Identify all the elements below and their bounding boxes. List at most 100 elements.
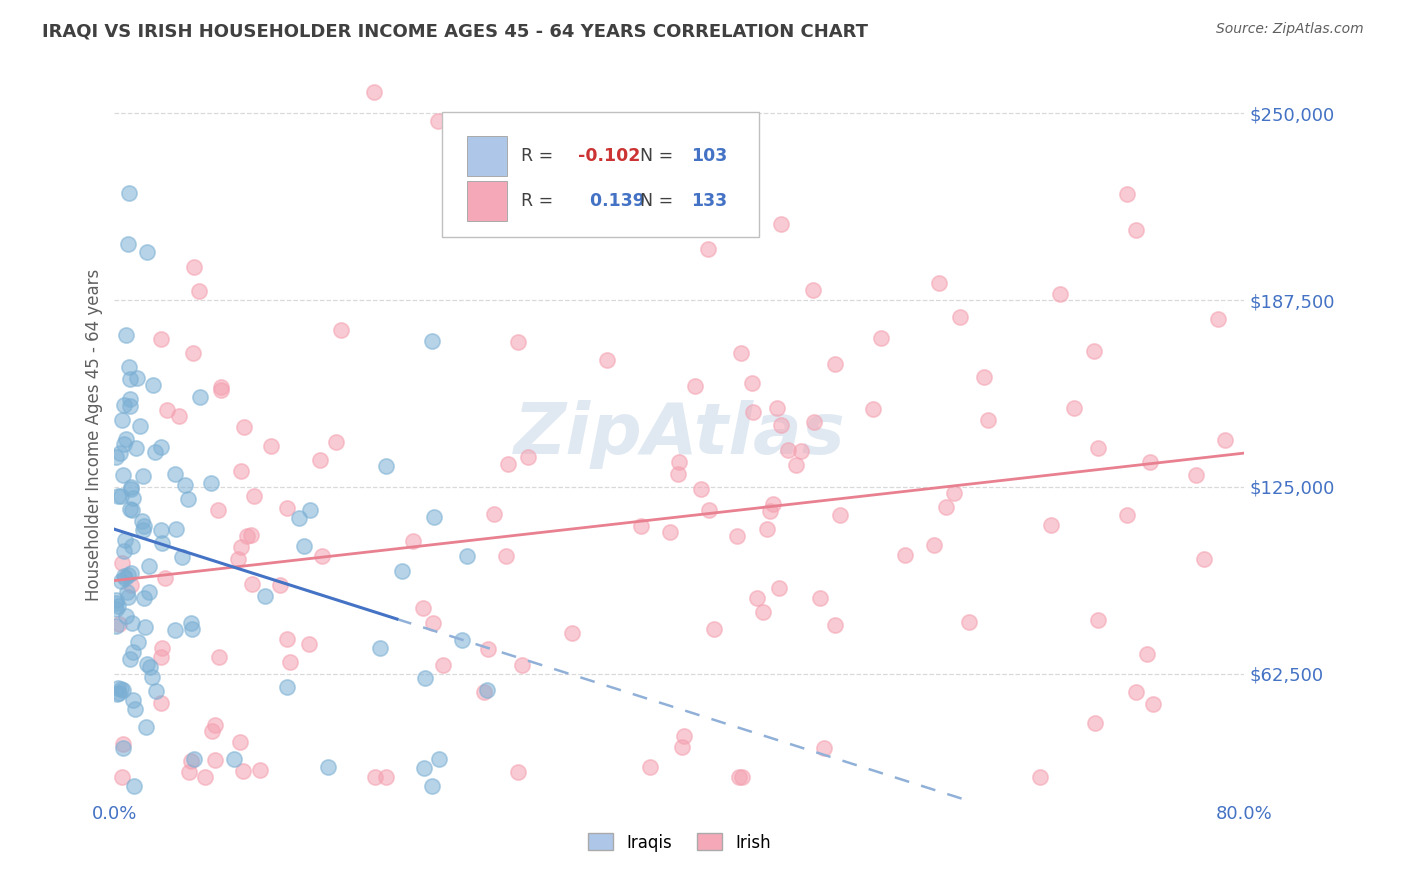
Text: 0.139: 0.139 xyxy=(578,192,644,210)
Point xyxy=(472,685,495,699)
Point xyxy=(949,310,972,325)
Point xyxy=(149,524,172,538)
Point xyxy=(690,482,713,496)
Point xyxy=(422,615,444,630)
Text: R =: R = xyxy=(522,147,560,165)
Point xyxy=(659,524,682,539)
Point xyxy=(427,751,450,765)
Point xyxy=(1083,716,1105,731)
Point xyxy=(801,283,824,297)
Point xyxy=(803,415,825,429)
Point xyxy=(1083,343,1105,358)
Point xyxy=(115,328,138,343)
Point xyxy=(298,503,321,517)
Point xyxy=(183,260,205,274)
Point xyxy=(785,458,807,472)
Point xyxy=(1125,685,1147,699)
Point xyxy=(229,465,252,479)
Point xyxy=(107,681,129,695)
Point xyxy=(510,657,533,672)
Point xyxy=(482,508,505,522)
Point xyxy=(138,660,160,674)
Point xyxy=(894,548,917,562)
Point xyxy=(415,671,437,685)
Point xyxy=(112,436,135,450)
Point xyxy=(725,529,748,543)
Point xyxy=(120,566,142,581)
Point xyxy=(194,770,217,784)
Point xyxy=(110,574,132,588)
Point xyxy=(1087,613,1109,627)
Point xyxy=(422,334,444,348)
Point xyxy=(242,577,264,591)
Point xyxy=(824,618,846,632)
Point xyxy=(1139,455,1161,469)
Point xyxy=(495,549,517,563)
Point xyxy=(155,571,177,585)
Point xyxy=(138,585,160,599)
Point xyxy=(117,591,139,605)
Point xyxy=(260,439,283,453)
Point xyxy=(117,567,139,582)
Point xyxy=(132,468,155,483)
Point xyxy=(427,113,450,128)
Point xyxy=(132,518,155,533)
Point xyxy=(112,682,135,697)
Bar xyxy=(467,180,506,221)
Point xyxy=(117,360,139,375)
Point xyxy=(311,549,333,564)
Point xyxy=(673,729,696,743)
Point xyxy=(276,632,298,647)
Point xyxy=(496,457,519,471)
Point xyxy=(1142,697,1164,711)
Point xyxy=(121,503,143,517)
Point xyxy=(666,467,689,481)
Point xyxy=(118,502,141,516)
Point xyxy=(122,779,145,793)
Point xyxy=(477,641,499,656)
Point xyxy=(177,765,200,780)
Point xyxy=(118,186,141,200)
Point xyxy=(122,693,145,707)
Point xyxy=(374,458,396,473)
Point xyxy=(1116,508,1139,522)
Point xyxy=(156,402,179,417)
Point xyxy=(249,763,271,777)
Point xyxy=(110,446,132,460)
Point xyxy=(508,764,530,779)
Point xyxy=(132,591,155,605)
Point xyxy=(423,510,446,524)
Point xyxy=(412,600,434,615)
Point xyxy=(107,599,129,614)
Point xyxy=(204,753,226,767)
Point xyxy=(173,478,195,492)
Point xyxy=(828,508,851,523)
Point xyxy=(111,737,134,751)
Point xyxy=(363,85,385,99)
Point xyxy=(108,686,131,700)
Point xyxy=(278,655,301,669)
Point xyxy=(226,552,249,566)
Text: N =: N = xyxy=(628,147,678,165)
Point xyxy=(789,443,811,458)
Point xyxy=(143,444,166,458)
Point xyxy=(129,418,152,433)
Point xyxy=(150,641,173,656)
Point xyxy=(142,378,165,392)
Point xyxy=(928,276,950,290)
Point xyxy=(229,540,252,554)
Point xyxy=(769,417,792,432)
Point xyxy=(242,489,264,503)
Point xyxy=(180,623,202,637)
Point xyxy=(756,522,779,536)
Point xyxy=(121,539,143,553)
Point xyxy=(134,620,156,634)
Point xyxy=(808,591,831,605)
Point xyxy=(298,637,321,651)
Text: R =: R = xyxy=(522,192,560,210)
Point xyxy=(1028,770,1050,784)
Point xyxy=(149,332,172,346)
Point xyxy=(131,523,153,537)
Text: 133: 133 xyxy=(690,192,727,210)
Point xyxy=(922,538,945,552)
